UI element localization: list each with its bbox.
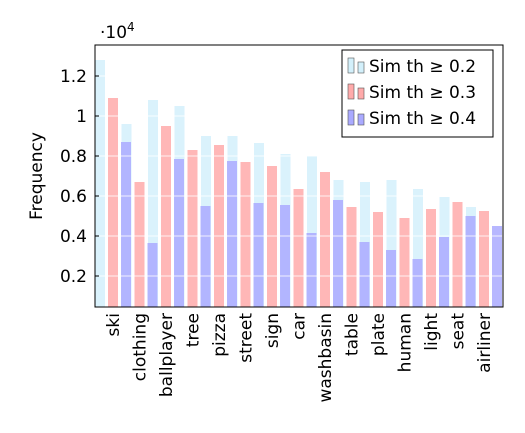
bar: [373, 212, 383, 307]
bar: [439, 237, 449, 307]
bar: [479, 211, 489, 307]
x-tick-label: tree: [184, 313, 204, 347]
x-tick-label: light: [422, 313, 442, 351]
bar: [307, 156, 317, 307]
bar: [465, 216, 476, 307]
bar: [108, 98, 118, 307]
x-tick-label: street: [237, 313, 257, 363]
legend-swatch: [357, 113, 365, 126]
plot-frame: [94, 44, 504, 308]
bar: [426, 209, 436, 307]
bar: [293, 189, 304, 307]
bar: [227, 161, 237, 307]
x-tick-label: plate: [369, 313, 389, 356]
bar: [148, 100, 158, 307]
bar: [359, 242, 370, 307]
y-scale-base: ·10: [100, 23, 127, 43]
x-tick-label: clothing: [131, 313, 151, 381]
x-tick-label: table: [343, 313, 363, 356]
y-tick-label: 1: [76, 107, 87, 127]
y-scale-label: ·104: [100, 20, 135, 43]
y-tick-label: 0.2: [60, 267, 87, 287]
bar: [306, 233, 317, 307]
bar: [492, 226, 502, 307]
bar: [413, 189, 423, 307]
x-tick-label: ballplayer: [157, 313, 177, 397]
bar: [240, 162, 251, 307]
bar: [386, 250, 396, 307]
y-tick-label: 0.6: [60, 187, 87, 207]
x-tick-label: sign: [263, 313, 283, 348]
bar: [214, 145, 224, 307]
x-tick-label: car: [290, 313, 310, 340]
legend-swatch: [347, 83, 355, 100]
legend-label: Sim th ≥ 0.3: [369, 83, 476, 103]
bar: [253, 203, 264, 307]
x-tick-label: washbasin: [316, 313, 336, 403]
legend: Sim th ≥ 0.2 Sim th ≥ 0.3 Sim th ≥ 0.4: [341, 49, 494, 138]
legend-label: Sim th ≥ 0.4: [369, 109, 476, 129]
x-tick-label: pizza: [210, 313, 230, 357]
bar: [134, 182, 145, 307]
legend-swatch: [347, 57, 355, 74]
y-tick-label: 0.4: [60, 227, 87, 247]
legend-swatch: [357, 87, 365, 100]
bar: [174, 159, 184, 307]
x-tick-label: human: [396, 313, 416, 372]
y-axis-label: Frequency: [27, 132, 47, 220]
bar: [121, 142, 131, 307]
bar: [280, 205, 290, 307]
bar: [200, 206, 211, 307]
x-tick-label: seat: [449, 313, 469, 350]
bar: [187, 150, 198, 307]
bar: [412, 259, 423, 307]
bar: [320, 172, 330, 307]
x-tick-label: ski: [104, 313, 124, 336]
legend-swatch: [357, 61, 365, 74]
y-scale-exponent: 4: [127, 20, 135, 34]
y-tick-label: 0.8: [60, 147, 87, 167]
legend-label: Sim th ≥ 0.2: [369, 57, 476, 77]
bar: [147, 243, 158, 307]
bar: [95, 60, 105, 307]
legend-box: [341, 49, 494, 138]
bar: [161, 126, 171, 307]
bar: [386, 180, 397, 307]
bar: [333, 200, 343, 307]
bar: [346, 207, 357, 307]
y-tick-label: 1.2: [60, 67, 87, 87]
legend-swatch: [347, 109, 355, 126]
bar: [399, 218, 410, 307]
x-tick-label: airliner: [475, 313, 495, 373]
bar: [452, 202, 463, 307]
